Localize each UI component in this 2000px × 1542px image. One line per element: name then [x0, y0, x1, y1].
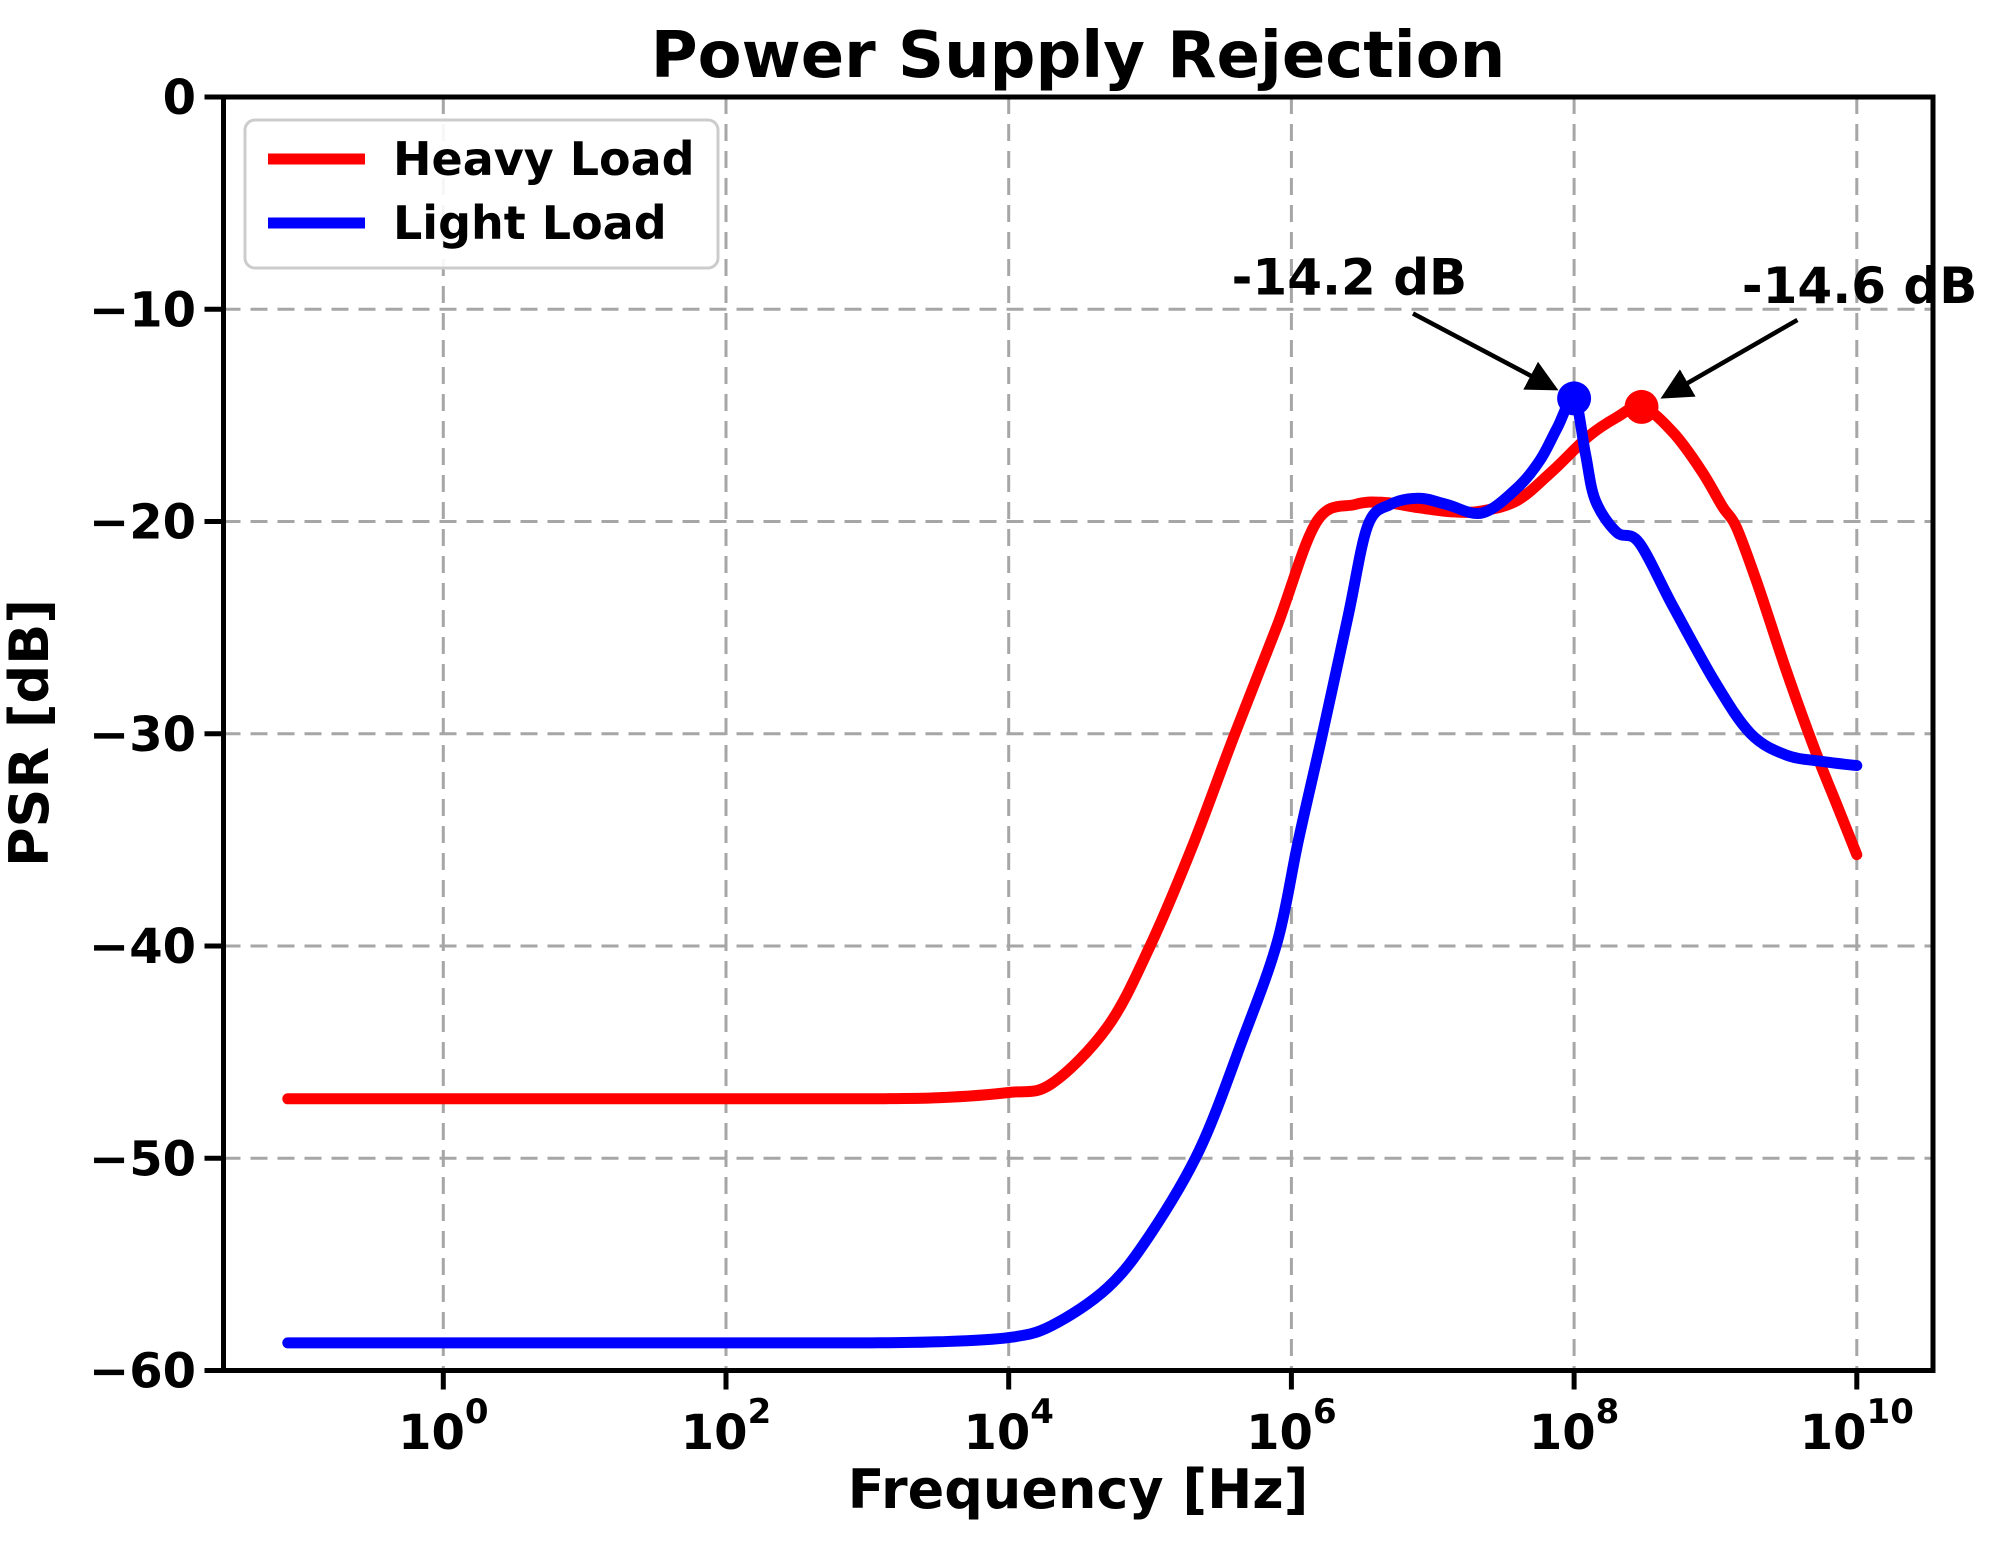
- peak-marker: [1557, 381, 1592, 416]
- chart-title: Power Supply Rejection: [651, 19, 1506, 93]
- legend: Heavy Load Light Load: [243, 118, 720, 270]
- peak-markers: [1557, 381, 1659, 424]
- annotations: -14.2 dB -14.6 dB: [1232, 248, 1977, 399]
- x-axis-label: Frequency [Hz]: [848, 1458, 1309, 1521]
- x-tick-label: 1010: [1800, 1392, 1914, 1461]
- y-tick-label: −60: [89, 1344, 196, 1400]
- y-tick-label: −30: [89, 707, 196, 763]
- legend-label-light-load: Light Load: [393, 196, 667, 250]
- ticks: [204, 94, 1860, 1390]
- y-axis-label: PSR [dB]: [0, 599, 61, 867]
- annotation-label: -14.6 dB: [1742, 257, 1977, 315]
- series-line-light-load: [282, 392, 1863, 1349]
- annotation-arrow: [1411, 311, 1559, 391]
- y-tick-label: 0: [163, 70, 196, 126]
- x-tick-label: 102: [681, 1392, 771, 1461]
- y-tick-label: −10: [89, 282, 196, 338]
- series-curves: [282, 392, 1863, 1349]
- x-tick-label: 100: [398, 1392, 488, 1461]
- x-tick-label: 108: [1529, 1392, 1619, 1461]
- x-tick-label: 104: [963, 1392, 1053, 1461]
- tick-labels: 100 102 104 106 108 1010 0 −10 −20 −30 −40 −50 −60: [89, 70, 1914, 1461]
- peak-marker: [1624, 389, 1659, 424]
- series-line-heavy-load: [282, 400, 1863, 1105]
- annotation-arrow: [1660, 317, 1799, 399]
- annotation-label: -14.2 dB: [1232, 248, 1467, 306]
- legend-label-heavy-load: Heavy Load: [393, 132, 695, 186]
- y-tick-label: −40: [89, 919, 196, 975]
- y-tick-label: −50: [89, 1131, 196, 1187]
- x-tick-label: 106: [1246, 1392, 1336, 1461]
- y-tick-label: −20: [89, 495, 196, 551]
